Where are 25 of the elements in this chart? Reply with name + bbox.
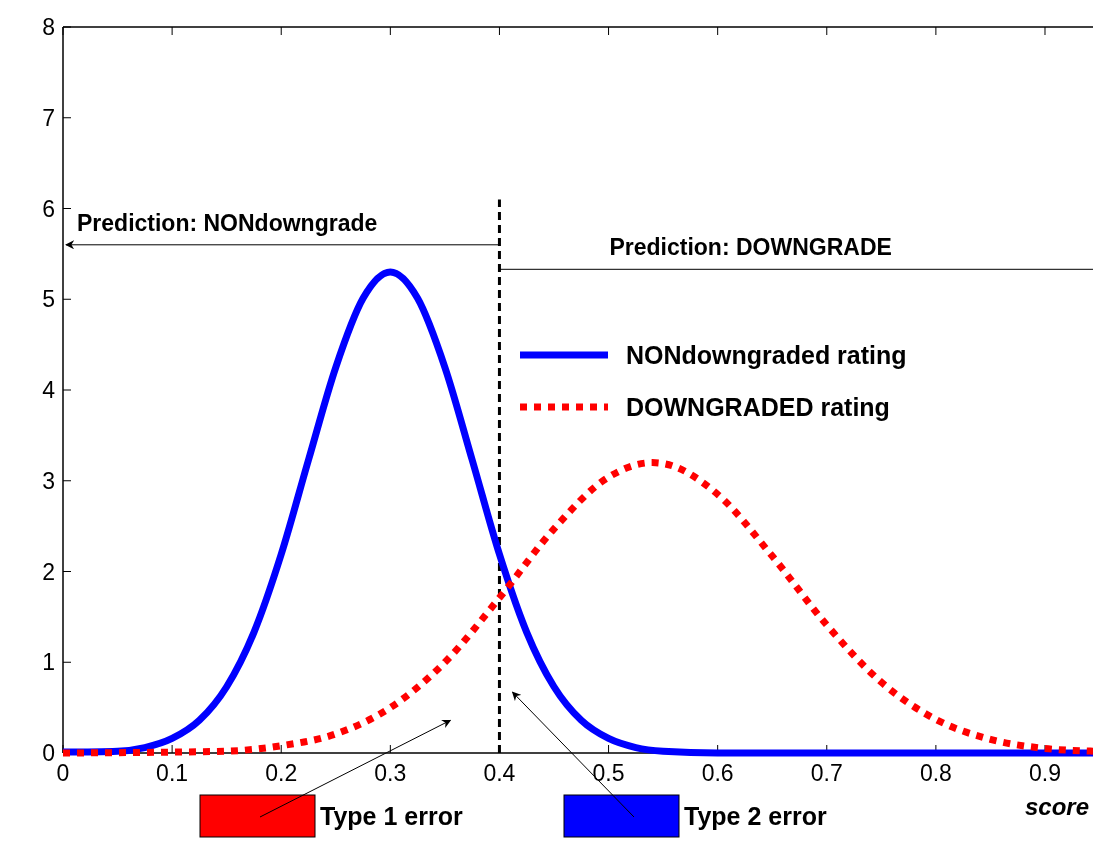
y-tick-label: 1: [42, 649, 55, 676]
ref-line-label: Prediction: DOWNGRADE: [609, 234, 892, 261]
y-tick-label: 7: [42, 104, 55, 131]
y-tick-label: 6: [42, 195, 55, 222]
x-axis-title: score: [1024, 793, 1089, 820]
x-tick-label: 0.1: [156, 760, 189, 786]
x-tick-label: 0.3: [374, 760, 407, 786]
y-tick-label: 2: [42, 558, 55, 585]
x-tick-label: 0.8: [919, 760, 952, 786]
y-tick-label: 3: [42, 467, 55, 494]
legend-label: DOWNGRADED rating: [626, 393, 890, 421]
x-tick-label: 0.6: [701, 760, 734, 786]
legend-label: NONdowngraded rating: [626, 341, 907, 369]
text: Type 2 error: [684, 802, 827, 830]
ref-line-label: Prediction: NONdowngrade: [77, 209, 378, 236]
x-tick-label: 0.7: [810, 760, 843, 786]
y-tick-label: 4: [42, 377, 56, 403]
x-tick-label: 0.5: [592, 760, 625, 786]
y-tick-label: 0: [42, 740, 55, 766]
y-tick-label: 5: [42, 286, 55, 313]
x-tick-label: 0.9: [1029, 760, 1061, 786]
y-tick-label: 8: [42, 14, 55, 40]
x-tick-label: 0.4: [483, 760, 516, 786]
text: Type 1 error: [320, 802, 463, 830]
x-tick-label: 0.2: [265, 760, 298, 786]
